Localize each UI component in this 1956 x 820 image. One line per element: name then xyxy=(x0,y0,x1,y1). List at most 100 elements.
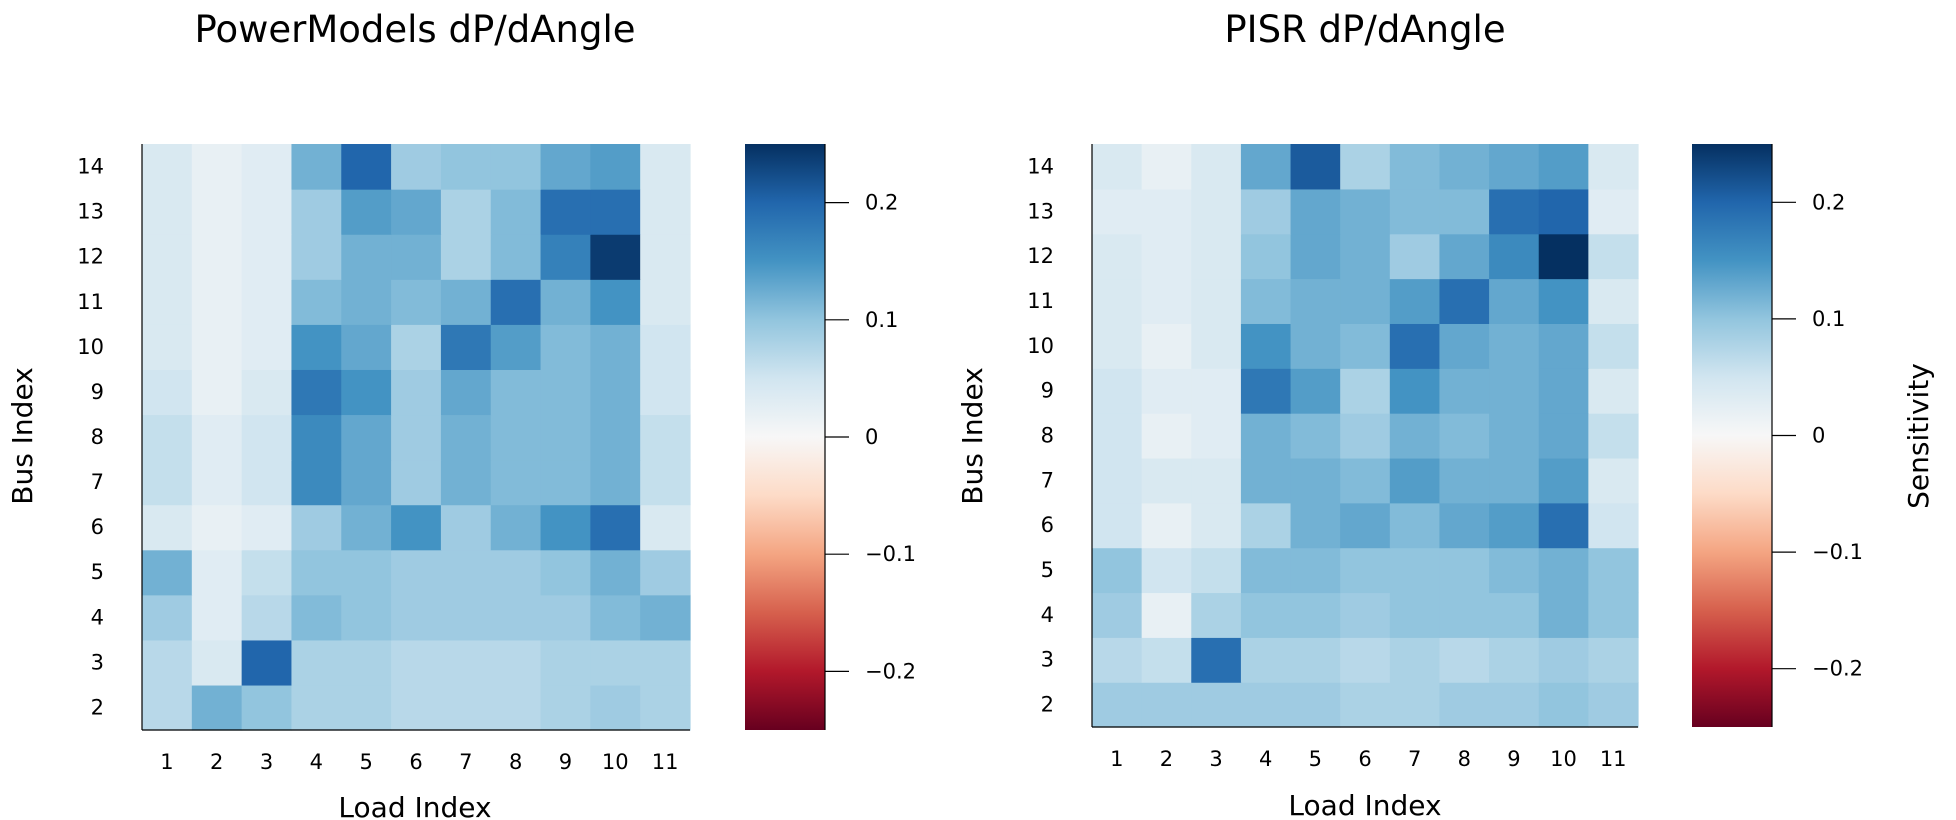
heatmap-cell xyxy=(540,234,591,280)
y-tick-label: 12 xyxy=(77,245,104,269)
heatmap-cell xyxy=(640,684,691,731)
x-tick-label: 4 xyxy=(1259,747,1272,771)
heatmap-cell xyxy=(1538,368,1589,414)
heatmap-cell xyxy=(1092,547,1143,594)
heatmap-cell xyxy=(1092,144,1143,190)
heatmap-cell xyxy=(1538,144,1589,190)
heatmap-cell xyxy=(1538,188,1589,235)
heatmap-cell xyxy=(1389,278,1441,324)
heatmap-cell xyxy=(1389,413,1441,459)
heatmap-cell xyxy=(1290,233,1341,280)
heatmap-cell xyxy=(1489,547,1540,594)
y-tick-label: 6 xyxy=(1041,513,1054,537)
heatmap-cell xyxy=(1489,144,1540,190)
heatmap-cell xyxy=(191,189,243,235)
heatmap-cell xyxy=(1092,502,1143,549)
x-tick-label: 5 xyxy=(1309,747,1322,771)
heatmap-cell xyxy=(1092,413,1143,459)
heatmap-cell xyxy=(241,594,293,641)
heatmap-cell xyxy=(1191,368,1242,414)
heatmap-cell xyxy=(391,369,442,416)
heatmap-cell xyxy=(590,144,641,190)
heatmap-cell xyxy=(1340,278,1391,324)
heatmap-cell xyxy=(490,234,542,280)
heatmap-cell xyxy=(1240,233,1292,280)
heatmap-cell xyxy=(640,144,691,190)
heatmap-cell xyxy=(391,144,442,190)
colorbar-ticks: −0.2 −0.1 0 0.1 0.2 xyxy=(1772,190,1863,681)
y-tick-label: 3 xyxy=(91,650,104,674)
y-tick-label: 10 xyxy=(77,335,104,359)
heatmap-cell xyxy=(1240,144,1292,190)
heatmap-cell xyxy=(142,684,193,731)
heatmap-cell xyxy=(440,639,492,686)
y-tick-label: 9 xyxy=(1041,379,1054,403)
heatmap-cell xyxy=(590,639,641,686)
heatmap-cell xyxy=(142,639,193,686)
y-axis-label: Bus Index xyxy=(6,367,39,505)
heatmap-cell xyxy=(1141,413,1192,459)
heatmap-cell xyxy=(142,189,193,235)
heatmap-cell xyxy=(440,549,492,596)
heatmap-cell xyxy=(391,684,442,731)
heatmap-cell xyxy=(590,234,641,280)
heatmap-cell xyxy=(1141,188,1192,235)
heatmap-cell xyxy=(1538,278,1589,324)
heatmap-cell xyxy=(142,504,193,551)
heatmap-cell xyxy=(291,639,342,686)
x-axis-label: Load Index xyxy=(338,791,491,820)
heatmap-cell xyxy=(1141,233,1192,280)
x-tick-label: 1 xyxy=(160,750,173,774)
heatmap-cell xyxy=(391,504,442,551)
heatmap-cell xyxy=(1489,413,1540,459)
heatmap-cell xyxy=(142,324,193,370)
heatmap-cell xyxy=(191,414,243,461)
y-tick-label: 5 xyxy=(91,560,104,584)
y-tick-label: 5 xyxy=(1041,558,1054,582)
y-tick-label: 7 xyxy=(91,470,104,494)
heatmap-cell xyxy=(440,234,492,280)
heatmap-cell xyxy=(391,324,442,370)
heatmap-cell xyxy=(1588,413,1639,459)
heatmap-cell xyxy=(1489,682,1540,728)
colorbar-tick-label: 0.1 xyxy=(1812,307,1845,331)
y-tick-label: 11 xyxy=(77,290,104,314)
colorbar-tick-label: 0 xyxy=(865,425,878,449)
heatmap-cell xyxy=(1538,323,1589,369)
heatmap-cell xyxy=(640,639,691,686)
heatmap-cell xyxy=(1340,637,1391,683)
heatmap-cell xyxy=(291,234,342,280)
heatmap-cell xyxy=(540,414,591,461)
heatmap-cell xyxy=(640,549,691,596)
heatmap-cell xyxy=(1141,368,1192,414)
colorbar-gradient xyxy=(745,144,825,730)
x-tick-label: 6 xyxy=(409,750,422,774)
heatmap-cell xyxy=(341,144,392,190)
y-tick-labels: 2 3 4 5 6 7 8 9 10 11 12 13 14 xyxy=(77,155,104,720)
heatmap-cell xyxy=(1588,592,1639,638)
y-tick-label: 6 xyxy=(91,515,104,539)
heatmap-cell xyxy=(391,279,442,325)
heatmap-cell xyxy=(191,279,243,325)
heatmap-cell xyxy=(1538,592,1589,638)
heatmap-cell xyxy=(1191,233,1242,280)
y-axis-label: Bus Index xyxy=(956,367,989,505)
colorbar-tick-label: 0 xyxy=(1812,424,1825,448)
heatmap-cell xyxy=(540,504,591,551)
heatmap-cell xyxy=(1389,682,1441,728)
heatmap-cell xyxy=(1290,188,1341,235)
heatmap-cell xyxy=(1191,682,1242,728)
heatmap-cell xyxy=(1340,682,1391,728)
heatmap-cell xyxy=(640,189,691,235)
heatmap-cell xyxy=(341,234,392,280)
heatmap-cell xyxy=(490,279,542,325)
heatmap-cell xyxy=(1340,368,1391,414)
x-axis-label: Load Index xyxy=(1288,789,1441,820)
heatmap-cell xyxy=(1290,457,1341,504)
x-tick-label: 7 xyxy=(1408,747,1421,771)
heatmap-cell xyxy=(1538,637,1589,683)
heatmap-cell xyxy=(191,549,243,596)
heatmap-cell xyxy=(1290,368,1341,414)
heatmap-cell xyxy=(1439,144,1490,190)
